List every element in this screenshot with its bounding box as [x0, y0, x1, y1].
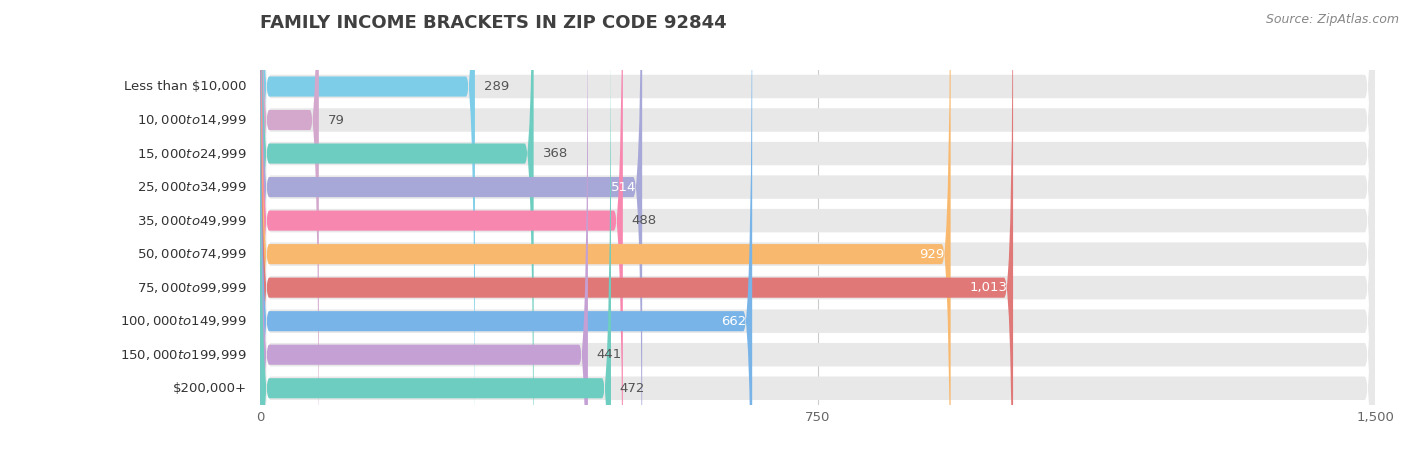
FancyBboxPatch shape: [260, 0, 1375, 450]
Text: 441: 441: [596, 348, 621, 361]
FancyBboxPatch shape: [260, 0, 534, 450]
FancyBboxPatch shape: [260, 0, 1375, 450]
FancyBboxPatch shape: [260, 0, 1375, 450]
FancyBboxPatch shape: [260, 0, 752, 450]
Text: $25,000 to $34,999: $25,000 to $34,999: [136, 180, 246, 194]
Text: $100,000 to $149,999: $100,000 to $149,999: [120, 314, 246, 328]
Text: 662: 662: [721, 315, 747, 328]
Text: $15,000 to $24,999: $15,000 to $24,999: [136, 147, 246, 161]
Text: 79: 79: [328, 113, 344, 126]
Text: 929: 929: [920, 248, 945, 261]
FancyBboxPatch shape: [260, 0, 1375, 450]
FancyBboxPatch shape: [260, 0, 1375, 450]
Text: $75,000 to $99,999: $75,000 to $99,999: [136, 281, 246, 295]
Text: 368: 368: [543, 147, 568, 160]
Text: FAMILY INCOME BRACKETS IN ZIP CODE 92844: FAMILY INCOME BRACKETS IN ZIP CODE 92844: [260, 14, 727, 32]
FancyBboxPatch shape: [260, 0, 319, 450]
FancyBboxPatch shape: [260, 0, 950, 450]
Text: $10,000 to $14,999: $10,000 to $14,999: [136, 113, 246, 127]
FancyBboxPatch shape: [260, 0, 612, 450]
Text: Less than $10,000: Less than $10,000: [124, 80, 246, 93]
Text: 514: 514: [610, 180, 637, 194]
Text: 289: 289: [484, 80, 509, 93]
FancyBboxPatch shape: [260, 0, 475, 450]
Text: $35,000 to $49,999: $35,000 to $49,999: [136, 214, 246, 228]
Text: 1,013: 1,013: [969, 281, 1007, 294]
Text: $50,000 to $74,999: $50,000 to $74,999: [136, 247, 246, 261]
Text: $150,000 to $199,999: $150,000 to $199,999: [120, 348, 246, 362]
FancyBboxPatch shape: [260, 0, 1375, 450]
FancyBboxPatch shape: [260, 0, 623, 450]
FancyBboxPatch shape: [260, 0, 1375, 450]
Text: Source: ZipAtlas.com: Source: ZipAtlas.com: [1265, 14, 1399, 27]
FancyBboxPatch shape: [260, 0, 1014, 450]
FancyBboxPatch shape: [260, 0, 1375, 450]
FancyBboxPatch shape: [260, 0, 1375, 450]
FancyBboxPatch shape: [260, 0, 588, 450]
Text: 472: 472: [620, 382, 645, 395]
Text: 488: 488: [631, 214, 657, 227]
FancyBboxPatch shape: [260, 0, 1375, 450]
Text: $200,000+: $200,000+: [173, 382, 246, 395]
FancyBboxPatch shape: [260, 0, 643, 450]
